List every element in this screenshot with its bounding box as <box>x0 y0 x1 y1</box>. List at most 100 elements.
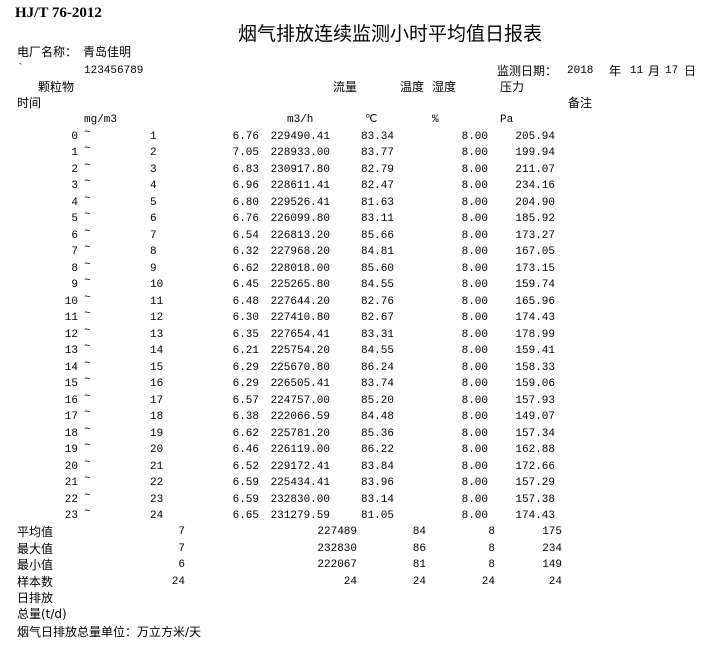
temp-value: 83.34 <box>360 131 394 143</box>
humidity-value: 8.00 <box>461 510 488 523</box>
plant-label: 电厂名称： <box>17 45 78 59</box>
table-row: 5 6 6.76 226099.80 83.11 8.00 185.92 ~ <box>0 209 709 228</box>
hour-start: 23 <box>64 510 78 523</box>
temp-value: 83.77 <box>360 147 394 160</box>
flow-value: 222066.59 <box>270 411 330 424</box>
flow-value: 227968.20 <box>270 246 330 259</box>
pm-value: 6.32 <box>232 246 259 259</box>
hour-start: 5 <box>71 213 78 226</box>
hour-end: 5 <box>150 196 157 209</box>
flow-summary: 232830 <box>317 542 357 555</box>
hour-start: 8 <box>71 262 78 275</box>
flow-summary: 222067 <box>317 559 357 571</box>
pressure-value: 157.38 <box>515 493 555 506</box>
humidity-value: 8.00 <box>461 427 488 440</box>
range-separator: ~ <box>84 291 91 304</box>
col-pm: 颗粒物 <box>38 80 75 94</box>
hour-end: 18 <box>150 411 164 424</box>
hour-start: 1 <box>71 147 78 160</box>
pm-value: 6.46 <box>232 444 259 457</box>
humidity-value: 8.00 <box>461 229 488 242</box>
range-separator: ~ <box>84 357 91 370</box>
pm-value: 6.48 <box>232 295 259 308</box>
flow-summary: 227489 <box>317 526 357 538</box>
pressure-value: 174.43 <box>515 312 555 325</box>
temp-value: 83.74 <box>360 378 394 391</box>
col-temp: 温度 <box>400 80 425 94</box>
range-separator: ~ <box>84 506 91 519</box>
flow-value: 225670.80 <box>270 361 330 374</box>
table-row: 4 5 6.80 229526.41 81.63 8.00 204.90 ~ <box>0 193 709 212</box>
pressure-summary: 24 <box>548 575 562 588</box>
unit-humidity: % <box>432 114 439 126</box>
range-separator: ~ <box>84 341 91 354</box>
table-row: 20 21 6.52 229172.41 83.84 8.00 172.66 ~ <box>0 457 709 476</box>
hour-end: 4 <box>150 180 157 193</box>
range-separator: ~ <box>84 275 91 288</box>
plant-code: 123456789 <box>84 65 144 77</box>
hour-end: 8 <box>150 246 157 259</box>
pressure-value: 159.06 <box>515 378 555 391</box>
temp-value: 83.84 <box>360 460 394 473</box>
humidity-value: 8.00 <box>461 328 488 341</box>
temp-value: 85.36 <box>360 427 394 440</box>
temp-value: 83.96 <box>360 477 394 490</box>
hour-start: 7 <box>71 246 78 259</box>
month-unit: 月 <box>648 64 661 78</box>
humidity-value: 8.00 <box>461 361 488 374</box>
pressure-value: 185.92 <box>515 213 555 226</box>
pressure-value: 159.41 <box>515 345 555 358</box>
flow-value: 225265.80 <box>270 279 330 292</box>
temp-value: 86.24 <box>360 361 394 374</box>
pressure-value: 149.07 <box>515 411 555 424</box>
pm-value: 6.21 <box>232 345 259 358</box>
hour-end: 21 <box>150 460 164 473</box>
summary-label: 平均值 <box>17 525 54 539</box>
hour-start: 15 <box>64 378 78 391</box>
hour-start: 19 <box>64 444 78 457</box>
mark: ` <box>17 63 24 75</box>
flow-value: 226505.41 <box>270 378 330 391</box>
table-row: 14 15 6.29 225670.80 86.24 8.00 158.33 ~ <box>0 358 709 377</box>
table-row: 21 22 6.59 225434.41 83.96 8.00 157.29 ~ <box>0 473 709 492</box>
flow-value: 228018.00 <box>270 262 330 275</box>
range-separator: ~ <box>84 209 91 222</box>
hour-end: 1 <box>150 131 157 143</box>
range-separator: ~ <box>84 127 91 139</box>
flow-value: 229172.41 <box>270 460 330 473</box>
pm-value: 6.59 <box>232 477 259 490</box>
table-row: 16 17 6.57 224757.00 85.20 8.00 157.93 ~ <box>0 391 709 410</box>
summary-label: 最大值 <box>17 541 54 556</box>
hour-end: 10 <box>150 279 164 292</box>
range-separator: ~ <box>84 258 91 271</box>
unit-pm: mg/m3 <box>84 114 118 126</box>
pressure-value: 199.94 <box>515 147 555 160</box>
range-separator: ~ <box>84 473 91 486</box>
pressure-summary: 234 <box>542 542 562 555</box>
date-year: 2018 <box>567 65 594 77</box>
table-row: 15 16 6.29 226505.41 83.74 8.00 159.06 ~ <box>0 374 709 393</box>
pressure-value: 162.88 <box>515 444 555 457</box>
col-flow: 流量 <box>333 80 358 94</box>
humidity-value: 8.00 <box>461 147 488 160</box>
pressure-value: 172.66 <box>515 460 555 473</box>
flow-value: 226099.80 <box>270 213 330 226</box>
humidity-value: 8.00 <box>461 394 488 407</box>
flow-summary: 24 <box>343 575 357 588</box>
hour-end: 13 <box>150 328 164 341</box>
temp-summary: 81 <box>412 559 426 571</box>
pressure-value: 234.16 <box>515 180 555 193</box>
table-row: 18 19 6.62 225781.20 85.36 8.00 157.34 ~ <box>0 424 709 443</box>
hour-end: 6 <box>150 213 157 226</box>
flow-value: 224757.00 <box>270 394 330 407</box>
temp-value: 82.67 <box>360 312 394 325</box>
summary-row: 平均值 7 227489 84 8 175 <box>0 525 709 541</box>
hour-start: 10 <box>64 295 78 308</box>
pm-value: 6.45 <box>232 279 259 292</box>
pm-summary: 24 <box>171 575 185 588</box>
hour-end: 3 <box>150 163 157 176</box>
summary-row: 最小值 6 222067 81 8 149 <box>0 558 709 574</box>
humidity-value: 8.00 <box>461 378 488 391</box>
pressure-value: 158.33 <box>515 361 555 374</box>
hour-end: 15 <box>150 361 164 374</box>
